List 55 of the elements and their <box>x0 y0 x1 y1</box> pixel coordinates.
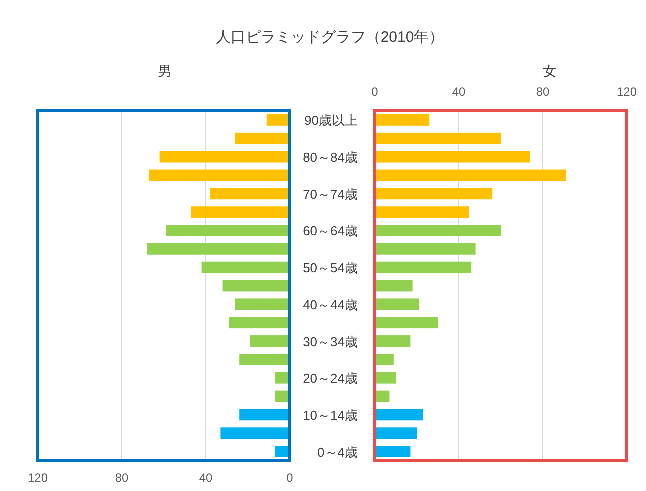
chart-title: 女 <box>543 63 557 79</box>
x-tick-label: 40 <box>199 471 213 485</box>
bar <box>375 298 420 310</box>
bar <box>375 188 493 200</box>
chart-subtitle: 男 <box>158 63 172 79</box>
y-tick-label: 10～14歳 <box>303 408 358 423</box>
bar <box>375 225 501 236</box>
bar <box>240 354 290 366</box>
y-tick-label: 60～64歳 <box>303 224 358 239</box>
bar <box>375 354 394 366</box>
bar <box>375 132 501 144</box>
bar <box>202 262 290 274</box>
bar <box>220 428 290 440</box>
y-tick-label: 50～54歳 <box>303 260 358 276</box>
bar <box>147 243 290 255</box>
y-tick-label: 90歳以上 <box>304 113 358 128</box>
bar <box>240 409 290 421</box>
bar <box>375 170 566 182</box>
y-tick-label: 30～34歳 <box>303 334 358 350</box>
bar <box>375 428 417 440</box>
x-tick-label: 120 <box>28 471 48 485</box>
x-tick-label: 0 <box>372 85 379 99</box>
bar <box>191 206 290 218</box>
bar <box>149 170 290 182</box>
bar <box>160 151 290 163</box>
bar <box>229 317 290 329</box>
bar <box>235 132 290 144</box>
bar <box>166 225 290 236</box>
bar <box>375 151 530 163</box>
y-tick-label: 0～4歳 <box>318 444 358 460</box>
bar <box>222 280 290 292</box>
y-tick-label: 70～74歳 <box>303 186 358 202</box>
bar <box>266 114 290 126</box>
bar <box>235 298 290 310</box>
x-tick-label: 0 <box>286 471 294 485</box>
bar <box>375 262 472 274</box>
x-tick-label: 120 <box>616 85 638 99</box>
x-tick-label: 80 <box>115 471 129 485</box>
x-tick-label: 80 <box>536 85 550 99</box>
bar <box>375 372 396 384</box>
bar <box>375 409 424 421</box>
bar <box>375 206 470 218</box>
y-tick-label: 40～44歳 <box>303 297 358 312</box>
bar <box>210 188 290 200</box>
bar <box>375 280 413 292</box>
bar <box>375 446 411 458</box>
text: 人口ピラミッドグラフ（2010年） <box>216 29 444 46</box>
bar <box>250 336 290 347</box>
bar <box>375 243 476 255</box>
bar <box>375 336 411 347</box>
bar <box>375 317 438 329</box>
y-tick-label: 80～84歳 <box>303 150 358 166</box>
bar <box>375 114 430 126</box>
y-tick-label: 20～24歳 <box>303 371 358 386</box>
x-tick-label: 40 <box>452 85 466 99</box>
